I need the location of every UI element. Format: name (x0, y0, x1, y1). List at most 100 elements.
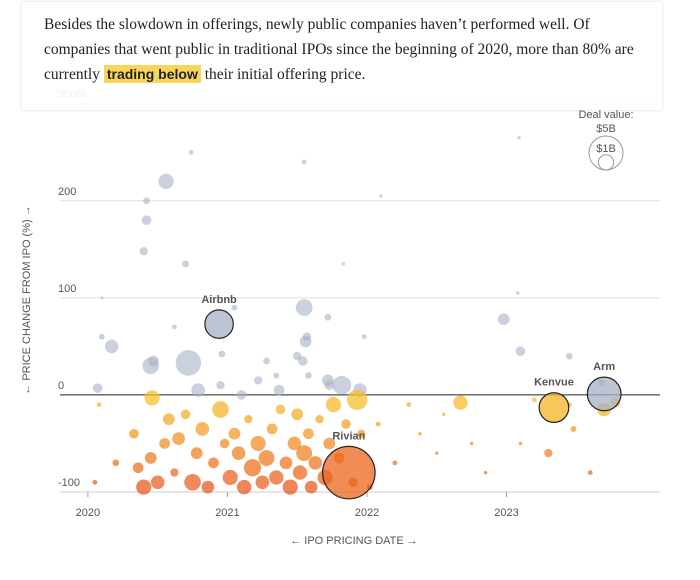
bubble (243, 459, 262, 477)
bubble (188, 149, 194, 155)
bubble (172, 324, 177, 330)
bubble (406, 402, 412, 408)
bubble (291, 408, 304, 421)
bubble (497, 313, 510, 326)
bubble (184, 473, 201, 491)
highlight-bubble (204, 309, 234, 339)
highlight-label: Kenvue (534, 377, 574, 389)
bubble (231, 446, 246, 460)
bubble (263, 357, 270, 365)
bubble (216, 381, 225, 390)
bubble (515, 291, 520, 295)
bubble (379, 194, 383, 198)
intro-text: their initial offering price. (204, 66, 366, 83)
bubble (544, 449, 553, 458)
bubble (212, 401, 229, 418)
bubble (266, 423, 278, 435)
bubble (150, 475, 165, 490)
bubble (129, 428, 139, 439)
bubble (273, 384, 285, 396)
bubble (453, 395, 468, 410)
highlight-bubble (538, 392, 570, 423)
bubble (297, 356, 308, 366)
bubble (518, 441, 523, 446)
bubble (104, 339, 119, 354)
bubble (182, 260, 189, 268)
bubble (269, 470, 284, 485)
bubble (208, 457, 219, 469)
intro-box: Besides the slowdown in offerings, newly… (22, 2, 662, 110)
bubble (279, 456, 293, 470)
bubble (332, 375, 352, 395)
bubble (195, 422, 210, 436)
bubble (170, 468, 179, 477)
bubble (191, 383, 205, 397)
y-tick-label: 0 (58, 380, 64, 392)
bubble (136, 479, 152, 495)
bubble (308, 456, 323, 470)
bubble (273, 372, 280, 379)
bubble (282, 479, 298, 495)
bubble (228, 427, 241, 440)
y-tick-label: 200 (58, 186, 76, 198)
bubble (302, 332, 312, 341)
bubble (258, 450, 275, 466)
bubble (100, 296, 104, 300)
bubble (357, 429, 366, 438)
bubble (98, 333, 105, 340)
x-tick-label: 2023 (494, 507, 518, 519)
bubble (144, 390, 160, 406)
bubble (255, 475, 270, 490)
x-tick-label: 2020 (76, 507, 100, 519)
bubble (172, 432, 185, 445)
bubble (201, 480, 215, 494)
bubble (231, 304, 238, 311)
bubble (143, 197, 150, 205)
bubble (570, 425, 577, 432)
bubble (244, 415, 253, 424)
bubble (148, 355, 159, 367)
bubble (190, 447, 203, 460)
size-legend-title: Deal value: (578, 109, 633, 121)
bubble (325, 397, 342, 413)
bubble (324, 380, 335, 391)
bubble (315, 415, 324, 424)
bubble (469, 441, 474, 446)
bubble (295, 299, 313, 316)
bubble (175, 350, 202, 376)
size-legend-label: $5B (596, 123, 616, 135)
bubble (435, 451, 439, 455)
size-legend-label: $1B (596, 143, 616, 155)
bubble (442, 412, 446, 417)
intro-text: Besides the slowdown in offerings, newly… (44, 16, 634, 83)
bubble (219, 438, 230, 449)
y-tick-label: -100 (58, 477, 80, 489)
bubble (302, 428, 314, 440)
bubble (132, 462, 144, 474)
bubble (250, 435, 266, 452)
bubble (180, 409, 191, 420)
bubble (515, 346, 526, 357)
bubble (218, 350, 226, 358)
bubble (275, 404, 286, 415)
highlight-bubble (322, 445, 376, 500)
bubble (92, 479, 98, 485)
bubble (323, 437, 336, 450)
bubble (112, 459, 120, 467)
x-axis-label: ← IPO PRICING DATE → (290, 535, 418, 547)
bubble (347, 389, 368, 410)
bubble (304, 480, 318, 494)
bubble (304, 372, 312, 379)
bubble (587, 470, 593, 475)
bubble (392, 460, 398, 466)
bubble (296, 445, 313, 462)
highlight-label: Airbnb (201, 294, 237, 306)
bubble (141, 215, 152, 226)
bubble (144, 452, 157, 464)
intro-highlight: trading below (103, 65, 201, 83)
bubble (375, 421, 381, 427)
y-tick-label: 100 (58, 283, 76, 295)
bubble (158, 173, 174, 189)
bubble (292, 465, 308, 480)
